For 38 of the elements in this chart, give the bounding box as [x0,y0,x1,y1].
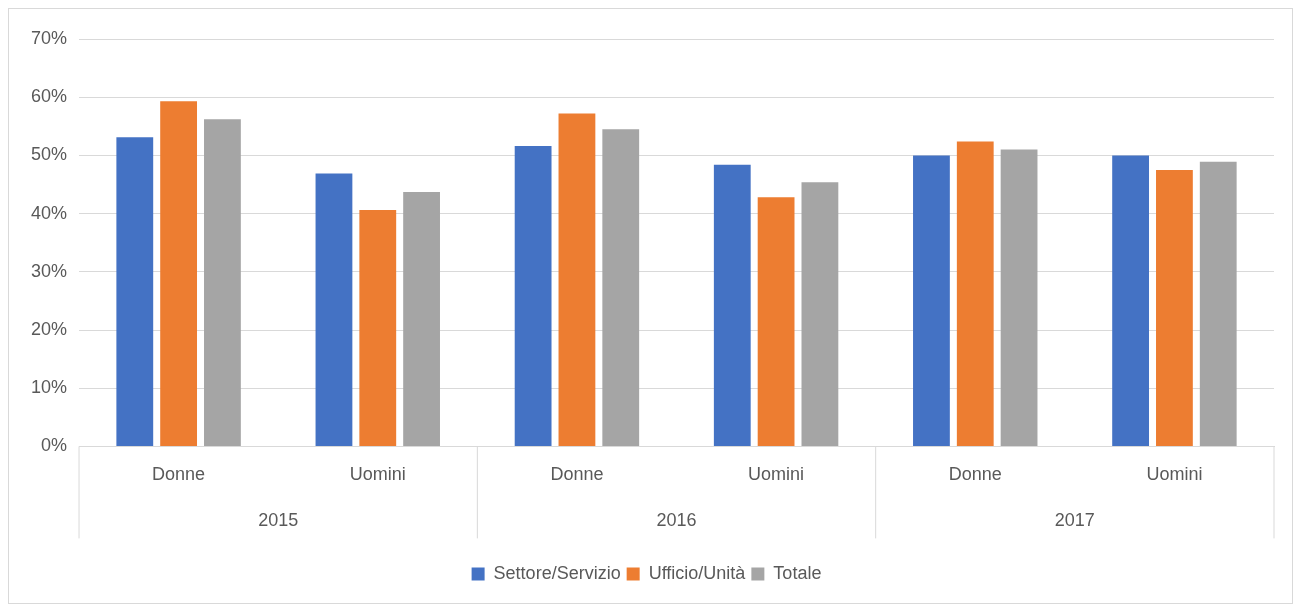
text: 2016 [656,510,697,531]
bar [514,146,552,446]
x-tick-label: Donne [948,464,1002,485]
bar [757,197,795,446]
legend-label: Settore/Servizio [493,562,621,583]
y-tick-label: 30% [31,260,68,281]
y-tick-label: 60% [31,86,68,107]
bar [602,129,640,446]
bar [913,155,950,446]
legend-label: Totale [773,562,822,583]
bar [359,210,397,446]
bar [1156,169,1193,446]
text: 2015 [258,510,299,531]
bar [116,137,154,446]
x-tick-label: Uomini [349,464,406,485]
bar [713,164,751,446]
x-tick-label: Uomini [748,464,805,485]
y-tick-label: 50% [31,144,68,165]
y-tick-label: 0% [41,435,68,456]
text: 2017 [1054,510,1095,531]
y-tick-label: 10% [31,377,68,398]
bar [160,101,198,446]
bar [403,192,440,446]
bar [1199,161,1237,446]
y-tick-label: 70% [31,27,68,48]
bar [315,173,353,446]
x-tick-label: Uomini [1146,464,1203,485]
x-tick-label: Donne [550,464,604,485]
y-tick-label: 20% [31,318,68,339]
y-tick-label: 40% [31,202,68,223]
x-tick-label: Donne [152,464,206,485]
bar [558,113,596,446]
bar [1000,149,1038,446]
bar [1112,155,1150,446]
bar [801,182,839,446]
legend-label: Ufficio/Unità [648,562,747,583]
bar [956,141,994,446]
bar [204,119,241,446]
